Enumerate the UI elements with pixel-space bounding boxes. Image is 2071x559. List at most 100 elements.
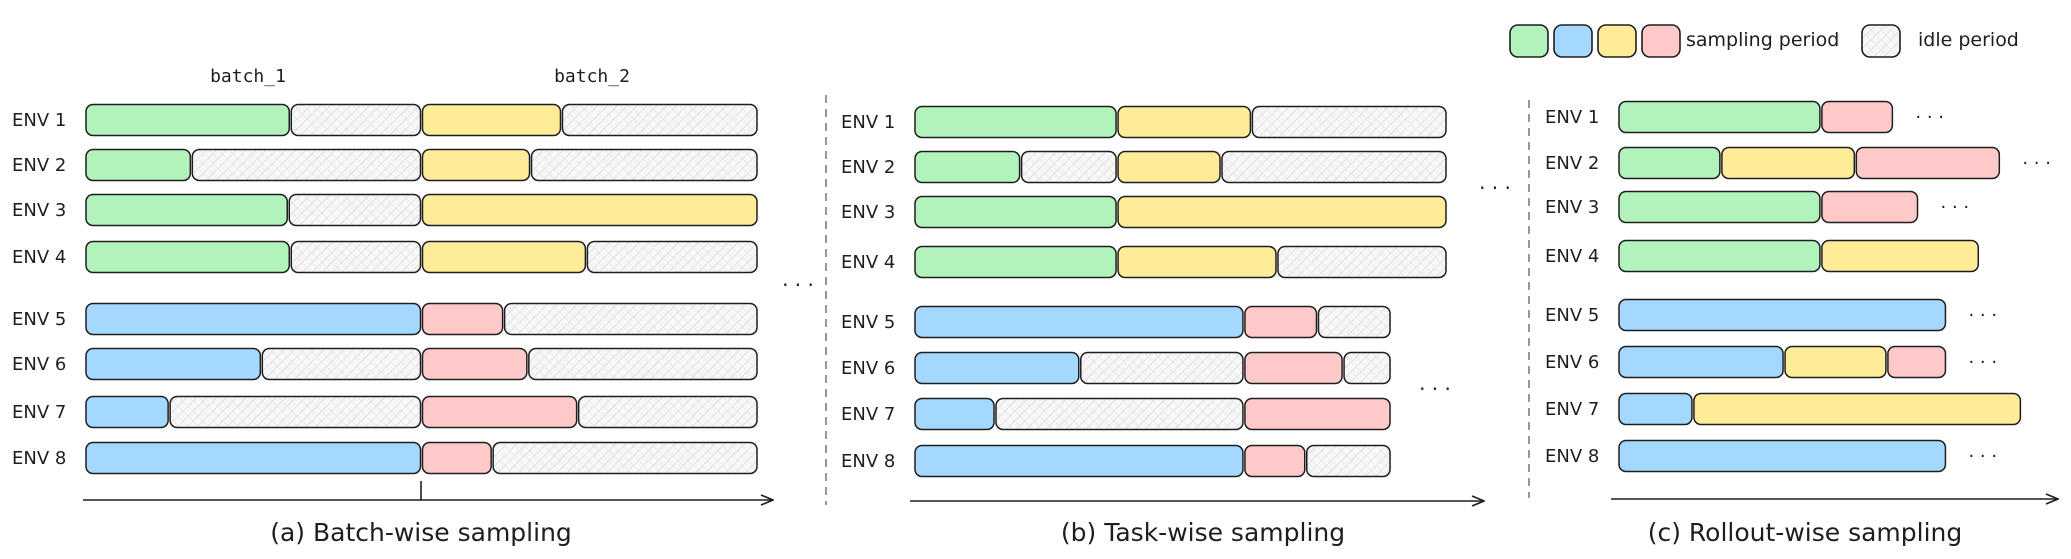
env-label: ENV 4 — [841, 252, 895, 273]
sampling-segment-pink — [1821, 100, 1894, 134]
sampling-segment-blue — [85, 395, 169, 429]
env-row: ENV 2 · · · — [1545, 146, 2051, 180]
row-ellipsis: · · · — [1941, 197, 1970, 218]
env-row: ENV 6 — [841, 351, 1391, 385]
sampling-segment-yellow — [1117, 105, 1252, 139]
env-label: ENV 5 — [1545, 305, 1599, 326]
sampling-segment-pink — [421, 302, 504, 336]
legend-swatch-yellow — [1597, 24, 1637, 58]
env-label: ENV 8 — [841, 451, 895, 472]
idle-segment — [290, 240, 422, 274]
legend-swatch-blue — [1553, 24, 1593, 58]
legend-sampling-swatches — [1509, 24, 1681, 58]
env-row: ENV 2 — [12, 148, 758, 182]
sampling-segment-blue — [914, 305, 1244, 339]
sampling-segment-pink — [1821, 190, 1919, 224]
idle-segment — [261, 347, 422, 381]
sampling-segment-pink — [1244, 397, 1391, 431]
ellipsis-panel-b-bottom: · · · — [1419, 377, 1451, 401]
env-label: ENV 1 — [1545, 107, 1599, 128]
idle-segment — [1251, 105, 1447, 139]
sampling-segment-pink — [421, 347, 528, 381]
panel-rollout-wise: ENV 1 · · · ENV 2 · · · ENV 3 · · · ENV 4 ENV 5… — [1545, 100, 2051, 473]
legend: sampling period idle period — [1509, 24, 2019, 58]
panel-batch-wise: ENV 1 ENV 2 ENV 3 ENV 4 ENV 5 ENV 6 ENV 7 ENV 8 — [12, 103, 758, 475]
caption-batch-wise: (a) Batch-wise sampling — [270, 518, 572, 547]
sampling-segment-blue — [85, 347, 262, 381]
idle-segment — [1343, 351, 1391, 385]
idle-segment — [577, 395, 758, 429]
sampling-segment-green — [1618, 100, 1821, 134]
env-row: ENV 1 — [841, 105, 1447, 139]
env-row: ENV 7 — [12, 395, 758, 429]
row-ellipsis: · · · — [1968, 305, 1997, 326]
env-label: ENV 8 — [1545, 446, 1599, 467]
env-row: ENV 3 — [12, 193, 758, 227]
idle-segment — [995, 397, 1244, 431]
row-ellipsis: · · · — [1968, 352, 1997, 373]
env-label: ENV 4 — [1545, 246, 1599, 267]
env-row: ENV 8 — [841, 444, 1391, 478]
sampling-segment-yellow — [1117, 245, 1277, 279]
sampling-segment-yellow — [421, 193, 758, 227]
env-label: ENV 7 — [1545, 399, 1599, 420]
env-row: ENV 4 — [841, 245, 1447, 279]
legend-swatch-pink — [1641, 24, 1681, 58]
env-label: ENV 7 — [841, 404, 895, 425]
env-label: ENV 2 — [841, 157, 895, 178]
idle-segment — [1221, 150, 1447, 184]
sampling-segment-pink — [1244, 351, 1343, 385]
sampling-segment-green — [1618, 190, 1821, 224]
env-row: ENV 1 · · · — [1545, 100, 1944, 134]
row-ellipsis: · · · — [1915, 107, 1944, 128]
sampling-segment-blue — [914, 444, 1244, 478]
env-row: ENV 4 — [12, 240, 758, 274]
legend-swatch-green — [1509, 24, 1549, 58]
env-row: ENV 5 — [12, 302, 758, 336]
env-label: ENV 3 — [1545, 197, 1599, 218]
sampling-segment-yellow — [1117, 150, 1221, 184]
row-ellipsis: · · · — [1968, 446, 1997, 467]
sampling-segment-blue — [1618, 345, 1784, 379]
env-label: ENV 4 — [12, 247, 66, 268]
idle-segment — [290, 103, 422, 137]
legend-idle-label: idle period — [1918, 29, 2019, 51]
sampling-segment-yellow — [1117, 195, 1447, 229]
idle-segment — [492, 441, 758, 475]
ellipsis-panel-b-top: · · · — [1479, 176, 1511, 200]
idle-segment — [191, 148, 422, 182]
ellipsis-panel-a: · · · — [782, 273, 814, 297]
env-label: ENV 7 — [12, 402, 66, 423]
idle-segment — [1020, 150, 1117, 184]
env-label: ENV 1 — [12, 110, 66, 131]
env-row: ENV 1 — [12, 103, 758, 137]
sampling-segment-blue — [914, 351, 1080, 385]
sampling-segment-yellow — [1784, 345, 1887, 379]
sampling-segment-yellow — [421, 148, 531, 182]
env-label: ENV 3 — [12, 200, 66, 221]
sampling-segment-pink — [1855, 146, 2001, 180]
sampling-segment-pink — [1244, 444, 1306, 478]
sampling-segment-blue — [1618, 439, 1947, 473]
env-row: ENV 7 — [1545, 392, 2022, 426]
idle-segment — [586, 240, 758, 274]
batch-label-2: batch_2 — [554, 66, 630, 87]
caption-rollout-wise: (c) Rollout-wise sampling — [1648, 518, 1963, 547]
idle-segment — [288, 193, 422, 227]
sampling-segment-blue — [85, 441, 422, 475]
sampling-segment-pink — [421, 441, 492, 475]
caption-task-wise: (b) Task-wise sampling — [1061, 518, 1345, 547]
sampling-segment-yellow — [1693, 392, 2022, 426]
env-label: ENV 5 — [841, 312, 895, 333]
env-label: ENV 2 — [12, 155, 66, 176]
sampling-segment-green — [85, 148, 192, 182]
sampling-segment-yellow — [1821, 239, 1980, 273]
sampling-segment-green — [914, 150, 1021, 184]
sampling-segment-pink — [1887, 345, 1947, 379]
env-row: ENV 8 — [12, 441, 758, 475]
idle-segment — [1317, 305, 1391, 339]
env-label: ENV 6 — [1545, 352, 1599, 373]
idle-segment — [1306, 444, 1391, 478]
idle-segment — [530, 148, 758, 182]
